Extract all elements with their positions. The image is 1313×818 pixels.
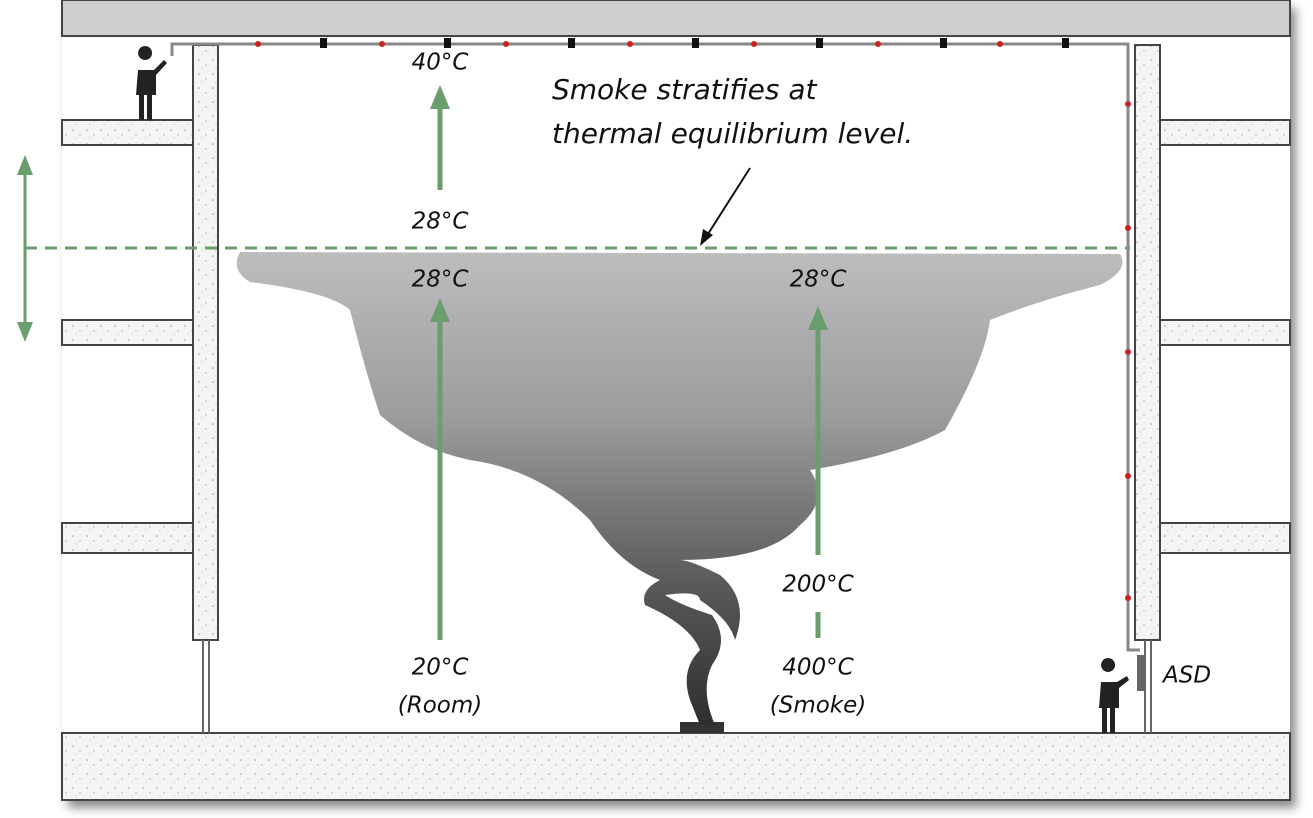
annotation-pointer	[700, 167, 751, 246]
temperature-label: 28°C	[412, 209, 469, 235]
device-label: ASD	[1161, 663, 1211, 689]
temperature-label: 400°C	[782, 655, 853, 681]
annotation: thermal equilibrium level.	[552, 117, 913, 150]
smoke-plume	[236, 252, 1123, 725]
building	[61, 0, 1291, 801]
temperature-label: 20°C	[412, 655, 469, 681]
equilibrium-level	[17, 155, 1130, 342]
temperature-label: (Smoke)	[770, 693, 867, 719]
temperature-label: 28°C	[790, 267, 847, 293]
temperature-label: (Room)	[398, 693, 482, 719]
temperature-label: 40°C	[412, 50, 469, 76]
flow-arrows	[430, 85, 828, 640]
temperature-label: 28°C	[412, 267, 469, 293]
annotation: Smoke stratifies at	[552, 73, 817, 106]
temperature-label: 200°C	[782, 572, 853, 598]
